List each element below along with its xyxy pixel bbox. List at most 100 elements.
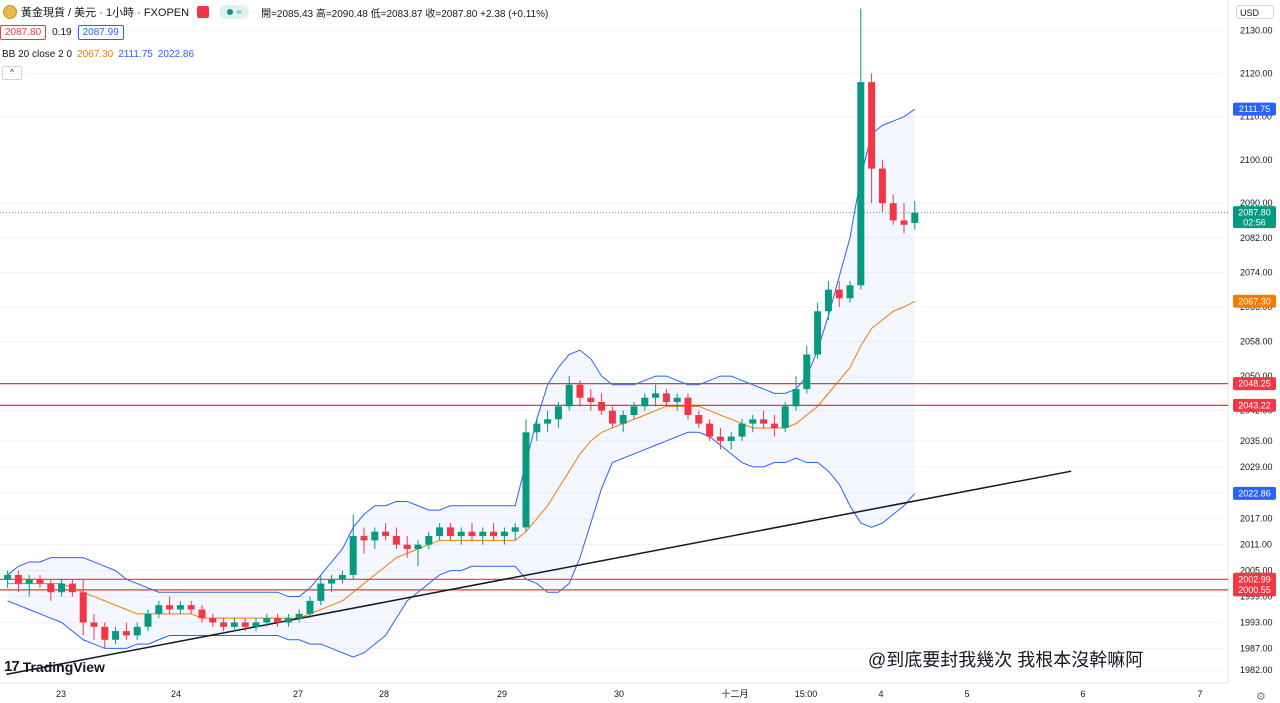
candle-body xyxy=(328,579,336,584)
bb-lower-line xyxy=(7,431,916,658)
candle-body xyxy=(576,384,584,398)
chart-grid xyxy=(0,0,1229,684)
candle-body xyxy=(781,406,789,428)
candle-body xyxy=(554,406,562,420)
x-tick-label: 十二月 xyxy=(721,688,748,699)
candle xyxy=(360,527,368,554)
candle-body xyxy=(295,613,303,619)
x-tick-label: 4 xyxy=(878,689,883,699)
candle xyxy=(554,402,562,428)
candle xyxy=(187,600,195,614)
candle-body xyxy=(4,574,12,580)
x-tick-label: 6 xyxy=(1080,689,1085,699)
candle-body xyxy=(727,436,735,441)
candle xyxy=(436,523,444,541)
candle-body xyxy=(338,574,346,580)
candle-body xyxy=(112,631,120,640)
candle-body xyxy=(533,423,541,433)
candle xyxy=(760,410,768,428)
price-tag: 2002.99 xyxy=(1233,572,1276,586)
trendline-layer xyxy=(6,470,1072,676)
candle-body xyxy=(36,579,44,584)
status-dot-icon xyxy=(226,9,233,15)
candle-body xyxy=(230,622,238,627)
candle xyxy=(176,600,184,614)
flag-icon[interactable] xyxy=(197,6,210,18)
candle xyxy=(587,389,595,411)
candle xyxy=(79,579,87,636)
candle-body xyxy=(360,536,368,541)
candle-body xyxy=(911,212,919,223)
candle xyxy=(166,596,174,614)
candle-body xyxy=(749,419,757,424)
candle-body xyxy=(511,527,519,532)
buy-price-button[interactable]: 2087.99 xyxy=(77,25,124,40)
y-tick-label: 2082.00 xyxy=(1240,233,1273,243)
candle-body xyxy=(263,618,271,623)
currency-selector[interactable]: USD xyxy=(1236,5,1274,19)
candle-body xyxy=(187,605,195,610)
candle xyxy=(403,536,411,558)
candle-body xyxy=(403,544,411,549)
candle xyxy=(522,419,530,532)
candle-body xyxy=(101,626,109,640)
candle xyxy=(662,389,670,407)
candle-body xyxy=(306,600,314,614)
collapse-legend-button[interactable]: ^ xyxy=(2,66,22,80)
candle-body xyxy=(166,605,174,610)
candle xyxy=(274,613,282,627)
price-tag-bg xyxy=(1233,377,1276,391)
y-tick-label: 2090.00 xyxy=(1240,198,1273,208)
settings-icon[interactable]: ⚙ xyxy=(1256,691,1266,703)
price-tag-text: 2043.22 xyxy=(1238,400,1271,410)
symbol-title[interactable]: 黃金現貨 / 美元 · 1小時 · FXOPEN xyxy=(21,7,190,19)
candle xyxy=(209,613,217,627)
sell-price-button[interactable]: 2087.80 xyxy=(0,25,47,40)
candle-body xyxy=(868,82,876,169)
candle-body xyxy=(14,574,22,584)
market-status-pill[interactable]: ≈ xyxy=(219,5,250,19)
y-tick-label: 2017.00 xyxy=(1240,514,1273,524)
candle-body xyxy=(144,613,152,627)
candle xyxy=(14,570,22,593)
candle-body xyxy=(846,285,854,299)
candle xyxy=(446,523,454,541)
price-tag-bg xyxy=(1233,294,1276,308)
y-tick-label: 2029.00 xyxy=(1240,462,1273,472)
candle xyxy=(479,527,487,545)
candle-body xyxy=(284,618,292,623)
candles xyxy=(4,8,919,649)
candle xyxy=(652,384,660,407)
candle xyxy=(90,613,98,640)
trendline xyxy=(6,470,1072,676)
candle xyxy=(328,574,336,593)
candle xyxy=(544,410,552,433)
candle-body xyxy=(392,536,400,545)
candle-body xyxy=(716,436,724,441)
tradingview-logo[interactable]: 17 TradingView xyxy=(4,658,105,675)
candle xyxy=(101,622,109,649)
candle-body xyxy=(835,289,843,299)
candle xyxy=(392,527,400,549)
candle xyxy=(457,527,465,545)
candle-body xyxy=(155,605,163,614)
y-tick-label: 1993.00 xyxy=(1240,617,1273,627)
candle xyxy=(900,203,908,234)
candle-body xyxy=(770,423,778,428)
y-tick-label: 2058.00 xyxy=(1240,337,1273,347)
candle xyxy=(4,570,12,588)
candle-body xyxy=(122,631,130,636)
candle xyxy=(295,609,303,623)
candle xyxy=(619,410,627,433)
candle-body xyxy=(317,583,325,601)
indicator-legend[interactable]: BB 20 close 2 0 2067.30 2111.75 2022.86 xyxy=(2,49,194,60)
candle xyxy=(371,527,379,549)
bb-mid-value: 2067.30 xyxy=(77,49,114,60)
candle xyxy=(889,194,897,225)
candle xyxy=(25,574,33,597)
candle-body xyxy=(436,527,444,537)
candle-body xyxy=(133,626,141,636)
candle xyxy=(641,393,649,411)
candle xyxy=(598,393,606,415)
